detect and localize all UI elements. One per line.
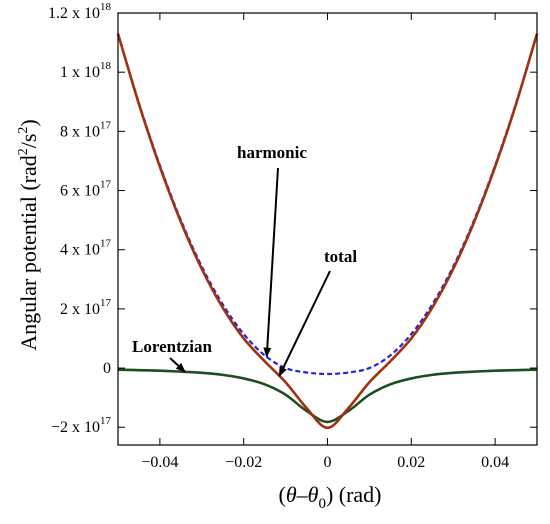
series-layer [116,33,539,430]
y-tick-label: 2 x 1017 [60,297,112,318]
series-line-lorentzian [117,368,538,424]
annotation-label-total: total [324,247,357,266]
x-tick-label: 0.04 [481,454,509,471]
annotation-label-lorentzian: Lorentzian [132,337,213,356]
x-tick-label: −0.04 [141,454,178,471]
annotation-label-harmonic: harmonic [237,143,307,162]
y-tick-label: 1.2 x 1018 [48,1,112,22]
y-tick-label: −2 x 1017 [51,415,112,436]
series-line-total [116,33,539,430]
annotation-arrow-harmonic [263,167,279,358]
series-line-harmonic [116,33,539,376]
y-tick-label: 1 x 1018 [60,60,112,81]
tick-layer: −0.04 −0.02 0 0.02 0.04 −2 x 1017 0 2 x 1017 4 x… [48,1,537,471]
y-tick-label: 4 x 1017 [60,238,112,259]
y-tick-label: 6 x 1017 [60,179,112,200]
x-tick-label: −0.02 [225,454,262,471]
x-axis-label: (θ–θ0) (rad) [278,482,381,512]
x-tick-label: 0.02 [397,454,425,471]
y-tick-label: 0 [103,360,111,377]
annotation-arrow-total [278,270,331,377]
y-tick-label: 8 x 1017 [60,119,112,140]
annotation-layer: harmonic total Lorentzian [132,143,357,377]
x-tick-label: 0 [324,454,332,471]
annotation-arrow-lorentzian [169,357,186,373]
y-axis-label: Angular potential (rad2/s2) [16,119,41,351]
plot-frame [117,12,538,446]
